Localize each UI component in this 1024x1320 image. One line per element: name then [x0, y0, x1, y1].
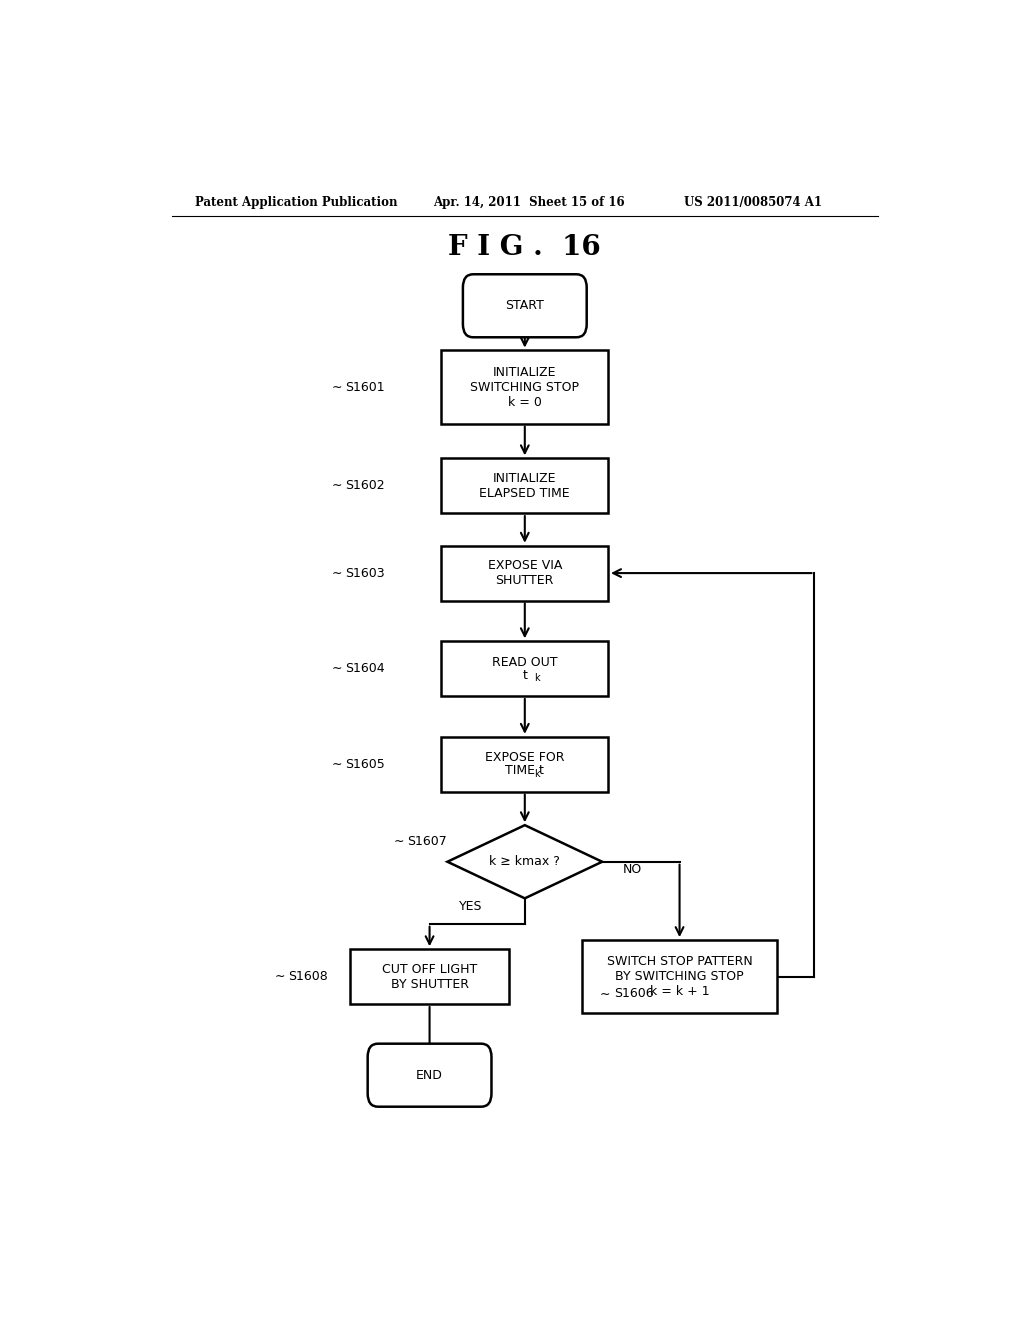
Text: NO: NO	[623, 863, 642, 876]
Text: EXPOSE FOR: EXPOSE FOR	[485, 751, 564, 764]
Text: S1602: S1602	[345, 479, 385, 492]
Polygon shape	[447, 825, 602, 899]
Text: ∼: ∼	[332, 758, 342, 771]
Text: ∼: ∼	[600, 987, 610, 1001]
Text: ∼: ∼	[274, 970, 285, 983]
Text: S1601: S1601	[345, 380, 385, 393]
Text: ∼: ∼	[332, 479, 342, 492]
Text: t: t	[522, 669, 527, 681]
Text: INITIALIZE
ELAPSED TIME: INITIALIZE ELAPSED TIME	[479, 471, 570, 500]
Bar	[441, 458, 608, 513]
Text: END: END	[416, 1069, 443, 1081]
Text: S1605: S1605	[345, 758, 385, 771]
Text: ∼: ∼	[393, 836, 404, 847]
Text: US 2011/0085074 A1: US 2011/0085074 A1	[684, 195, 821, 209]
Text: Apr. 14, 2011  Sheet 15 of 16: Apr. 14, 2011 Sheet 15 of 16	[433, 195, 626, 209]
FancyBboxPatch shape	[463, 275, 587, 338]
Bar	[350, 949, 509, 1005]
Bar	[441, 737, 608, 792]
Text: Patent Application Publication: Patent Application Publication	[196, 195, 398, 209]
Text: ∼: ∼	[332, 380, 342, 393]
Text: k ≥ kmax ?: k ≥ kmax ?	[489, 855, 560, 869]
Text: S1603: S1603	[345, 566, 385, 579]
Bar	[583, 940, 777, 1014]
Text: k: k	[535, 673, 540, 684]
Text: S1608: S1608	[289, 970, 328, 983]
Text: CUT OFF LIGHT
BY SHUTTER: CUT OFF LIGHT BY SHUTTER	[382, 962, 477, 990]
Text: EXPOSE VIA
SHUTTER: EXPOSE VIA SHUTTER	[487, 560, 562, 587]
Bar	[441, 545, 608, 601]
FancyBboxPatch shape	[368, 1044, 492, 1106]
Text: F I G .  16: F I G . 16	[449, 235, 601, 261]
Text: S1604: S1604	[345, 663, 385, 675]
Text: SWITCH STOP PATTERN
BY SWITCHING STOP
k = k + 1: SWITCH STOP PATTERN BY SWITCHING STOP k …	[606, 956, 753, 998]
Text: START: START	[506, 300, 544, 313]
Text: INITIALIZE
SWITCHING STOP
k = 0: INITIALIZE SWITCHING STOP k = 0	[470, 366, 580, 409]
Text: READ OUT: READ OUT	[493, 656, 557, 668]
Text: TIME t: TIME t	[506, 764, 544, 777]
Text: YES: YES	[459, 900, 482, 913]
Text: S1607: S1607	[408, 836, 447, 847]
Text: S1606: S1606	[613, 987, 653, 1001]
Text: ∼: ∼	[332, 663, 342, 675]
Text: k: k	[535, 768, 540, 779]
Bar	[441, 351, 608, 424]
Bar	[441, 642, 608, 696]
Text: ∼: ∼	[332, 566, 342, 579]
